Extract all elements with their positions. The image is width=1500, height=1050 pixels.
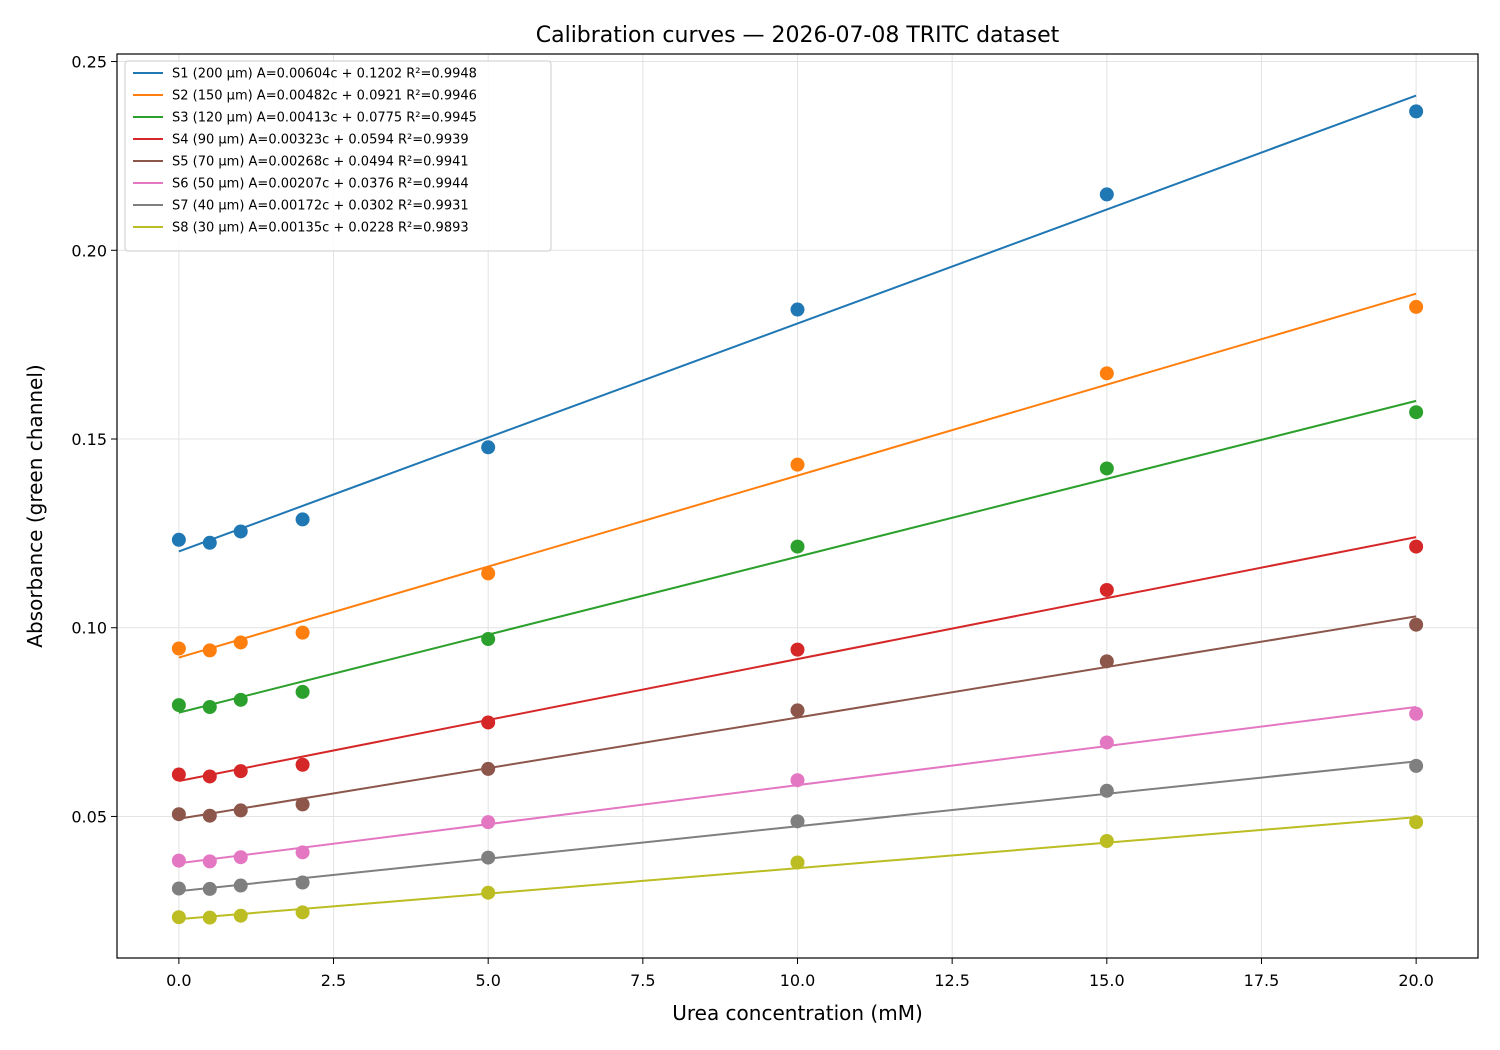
legend-entry: S7 (40 µm) A=0.00172c + 0.0302 R²=0.9931	[172, 199, 469, 214]
data-point-s4	[202, 769, 217, 784]
data-point-s5	[233, 803, 248, 818]
data-point-s7	[233, 878, 248, 893]
data-point-s8	[202, 910, 217, 925]
x-tick-label: 10.0	[780, 971, 816, 990]
data-point-s1	[1099, 187, 1114, 202]
x-tick-label: 0.0	[166, 971, 191, 990]
legend-entry: S1 (200 µm) A=0.00604c + 0.1202 R²=0.994…	[172, 67, 477, 82]
legend-box	[124, 60, 552, 252]
fit-line-s4	[178, 536, 1417, 782]
y-tick-label: 0.05	[71, 807, 107, 826]
data-point-s1	[171, 532, 186, 547]
y-tick-label: 0.15	[71, 430, 107, 449]
fit-line-s5	[178, 615, 1417, 820]
data-point-s3	[171, 698, 186, 713]
data-point-s3	[790, 539, 805, 554]
data-point-s6	[1099, 735, 1114, 750]
data-point-s6	[790, 773, 805, 788]
y-tick-label: 0.10	[71, 619, 107, 638]
data-point-s5	[481, 761, 496, 776]
legend-entry: S8 (30 µm) A=0.00135c + 0.0228 R²=0.9893	[172, 221, 469, 236]
data-point-s1	[790, 302, 805, 317]
data-point-s2	[481, 566, 496, 581]
data-point-s2	[171, 641, 186, 656]
data-point-s2	[1409, 299, 1424, 314]
data-point-s7	[1099, 783, 1114, 798]
data-point-s8	[171, 910, 186, 925]
data-point-s7	[171, 881, 186, 896]
data-point-s6	[481, 815, 496, 830]
data-point-s8	[295, 905, 310, 920]
data-point-s4	[295, 757, 310, 772]
data-point-s4	[171, 767, 186, 782]
x-tick-label: 2.5	[321, 971, 346, 990]
data-point-s2	[295, 625, 310, 640]
x-tick-label: 17.5	[1244, 971, 1280, 990]
data-point-s4	[790, 642, 805, 657]
data-point-s8	[1409, 815, 1424, 830]
axis-ticks: 0.0 2.5 5.0 7.5 10.0 12.5 15.0 17.5 20.0 0.05 0.10…	[71, 53, 1434, 990]
x-tick-label: 15.0	[1089, 971, 1125, 990]
legend-entry: S3 (120 µm) A=0.00413c + 0.0775 R²=0.994…	[172, 111, 477, 126]
data-point-s4	[1099, 582, 1114, 597]
data-point-s5	[295, 797, 310, 812]
data-point-s6	[233, 850, 248, 865]
data-point-s6	[295, 845, 310, 860]
legend-entry: S2 (150 µm) A=0.00482c + 0.0921 R²=0.994…	[172, 89, 477, 104]
data-point-s5	[790, 703, 805, 718]
data-point-s3	[1409, 405, 1424, 420]
x-tick-label: 12.5	[934, 971, 970, 990]
data-point-s5	[171, 807, 186, 822]
data-point-s5	[202, 808, 217, 823]
y-axis-label: Absorbance (green channel)	[23, 364, 47, 647]
data-point-s5	[1099, 654, 1114, 669]
data-point-s1	[295, 512, 310, 527]
data-point-s1	[1409, 104, 1424, 119]
data-point-s7	[202, 881, 217, 896]
data-point-s5	[1409, 617, 1424, 632]
data-point-s7	[790, 814, 805, 829]
data-point-s2	[233, 635, 248, 650]
data-point-s7	[295, 875, 310, 890]
data-point-s2	[1099, 366, 1114, 381]
chart-title: Calibration curves — 2026-07-08 TRITC da…	[536, 23, 1060, 48]
y-tick-label: 0.20	[71, 241, 107, 260]
legend-entry: S5 (70 µm) A=0.00268c + 0.0494 R²=0.9941	[172, 155, 469, 170]
data-point-s6	[171, 853, 186, 868]
data-point-s7	[481, 850, 496, 865]
fit-line-s1	[178, 94, 1417, 553]
data-point-s1	[233, 524, 248, 539]
data-point-s1	[481, 440, 496, 455]
data-point-s3	[233, 692, 248, 707]
data-point-s3	[481, 632, 496, 647]
data-point-s1	[202, 535, 217, 550]
data-point-s3	[1099, 461, 1114, 476]
legend: S1 (200 µm) A=0.00604c + 0.1202 R²=0.994…	[124, 60, 552, 252]
data-point-s2	[202, 643, 217, 658]
data-point-s6	[1409, 706, 1424, 721]
x-tick-label: 5.0	[475, 971, 500, 990]
x-tick-label: 7.5	[630, 971, 655, 990]
data-point-s3	[295, 684, 310, 699]
data-point-s4	[1409, 539, 1424, 554]
legend-entry: S4 (90 µm) A=0.00323c + 0.0594 R²=0.9939	[172, 133, 469, 148]
data-point-s2	[790, 457, 805, 472]
fit-line-s2	[178, 292, 1417, 659]
data-point-s4	[481, 715, 496, 730]
data-point-s3	[202, 699, 217, 714]
data-point-s6	[202, 854, 217, 869]
fit-line-s3	[178, 399, 1417, 714]
x-tick-label: 20.0	[1398, 971, 1434, 990]
data-points	[171, 104, 1424, 925]
data-point-s8	[481, 885, 496, 900]
y-tick-label: 0.25	[71, 53, 107, 72]
data-point-s8	[790, 855, 805, 870]
x-axis-label: Urea concentration (mM)	[672, 1001, 923, 1025]
data-point-s7	[1409, 758, 1424, 773]
data-point-s4	[233, 764, 248, 779]
data-point-s8	[233, 908, 248, 923]
legend-entry: S6 (50 µm) A=0.00207c + 0.0376 R²=0.9944	[172, 177, 469, 192]
data-point-s8	[1099, 833, 1114, 848]
